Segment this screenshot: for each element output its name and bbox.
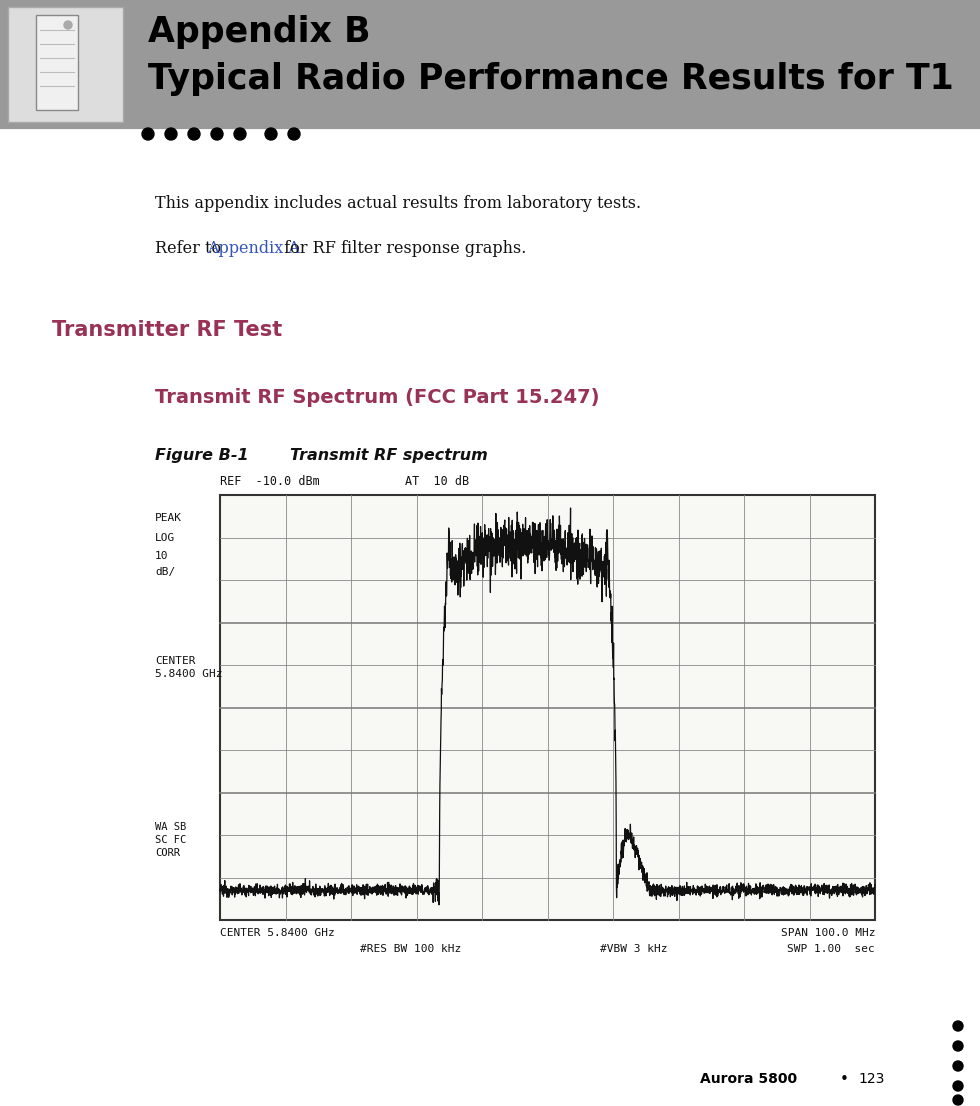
Circle shape (142, 128, 154, 140)
Circle shape (234, 128, 246, 140)
Text: CORR: CORR (155, 848, 180, 858)
Text: Appendix A: Appendix A (207, 240, 300, 257)
Text: Appendix B: Appendix B (148, 15, 370, 49)
Text: Refer to: Refer to (155, 240, 226, 257)
Circle shape (953, 1021, 963, 1031)
Text: Typical Radio Performance Results for T1: Typical Radio Performance Results for T1 (148, 62, 954, 96)
Text: CENTER
5.8400 GHz: CENTER 5.8400 GHz (155, 656, 222, 679)
Text: WA SB: WA SB (155, 822, 186, 832)
Circle shape (265, 128, 277, 140)
Text: AT  10 dB: AT 10 dB (405, 474, 469, 488)
Text: dB/: dB/ (155, 567, 175, 577)
Circle shape (953, 1061, 963, 1071)
Text: Transmitter RF Test: Transmitter RF Test (52, 320, 282, 340)
Circle shape (288, 128, 300, 140)
Bar (220, 495, 875, 920)
Text: REF  -10.0 dBm: REF -10.0 dBm (220, 474, 319, 488)
Text: SPAN 100.0 MHz: SPAN 100.0 MHz (780, 928, 875, 938)
Text: •: • (840, 1072, 849, 1087)
Text: for RF filter response graphs.: for RF filter response graphs. (279, 240, 526, 257)
Circle shape (188, 128, 200, 140)
Text: #VBW 3 kHz: #VBW 3 kHz (600, 945, 667, 954)
Bar (8, 7, 123, 122)
Text: SWP 1.00  sec: SWP 1.00 sec (787, 945, 875, 954)
Text: 10: 10 (155, 551, 169, 561)
Text: Figure B-1: Figure B-1 (155, 448, 249, 463)
Circle shape (211, 128, 223, 140)
Text: PEAK: PEAK (155, 513, 182, 523)
Circle shape (64, 21, 72, 29)
Text: SC FC: SC FC (155, 835, 186, 845)
Text: CENTER 5.8400 GHz: CENTER 5.8400 GHz (220, 928, 335, 938)
Text: Transmit RF Spectrum (FCC Part 15.247): Transmit RF Spectrum (FCC Part 15.247) (155, 388, 600, 407)
Circle shape (165, 128, 177, 140)
Text: #RES BW 100 kHz: #RES BW 100 kHz (360, 945, 462, 954)
Bar (36, 15, 78, 109)
Circle shape (953, 1095, 963, 1105)
Text: LOG: LOG (155, 533, 175, 543)
Text: 123: 123 (858, 1072, 884, 1086)
Circle shape (953, 1041, 963, 1051)
Circle shape (953, 1081, 963, 1091)
Text: This appendix includes actual results from laboratory tests.: This appendix includes actual results fr… (155, 195, 641, 212)
Text: Transmit RF spectrum: Transmit RF spectrum (290, 448, 488, 463)
Text: Aurora 5800: Aurora 5800 (700, 1072, 797, 1086)
Bar (0, 0, 980, 131)
